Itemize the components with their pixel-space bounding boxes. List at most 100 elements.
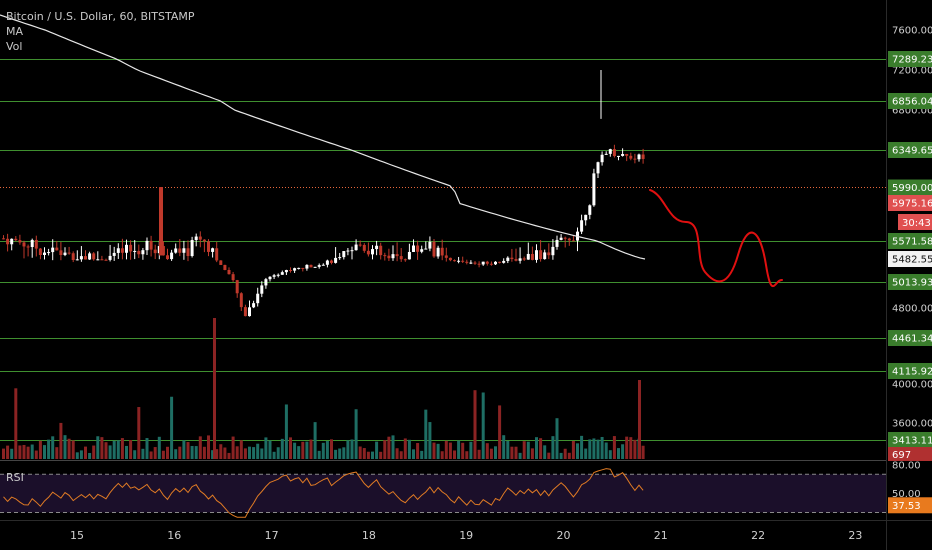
level-badge <box>888 330 932 346</box>
candle-body <box>293 268 297 271</box>
candle-body <box>485 261 489 264</box>
volume-bar <box>243 448 247 459</box>
volume-bar <box>518 452 522 459</box>
candle-body <box>22 242 26 247</box>
candle-body <box>149 240 153 250</box>
volume-bar <box>194 446 198 459</box>
volume-bar <box>399 451 403 459</box>
candle-body <box>301 267 305 269</box>
price-line-badge-label: 5990.00 <box>892 183 932 194</box>
volume-bar <box>252 447 256 459</box>
volume-bar <box>202 446 206 459</box>
volume-bar <box>489 448 493 459</box>
candle-body <box>30 239 34 248</box>
candle-body <box>621 154 625 156</box>
candle-body <box>641 154 645 159</box>
volume-bar <box>502 435 506 459</box>
volume-bar <box>494 446 497 459</box>
volume-bar <box>276 447 280 459</box>
volume-badge <box>888 447 932 461</box>
volume-bar <box>51 436 55 459</box>
volume-bar <box>186 442 190 459</box>
candle-body <box>161 246 165 256</box>
candle-body <box>625 154 629 156</box>
volume-bar <box>522 441 526 459</box>
volume-bar <box>108 445 112 459</box>
volume-bar <box>481 392 485 459</box>
volume-bar <box>96 436 100 459</box>
volume-bar <box>350 439 354 459</box>
candle-body <box>522 258 526 260</box>
volume-bar <box>346 440 350 459</box>
level-badge-label: 5571.58 <box>892 237 932 248</box>
volume-bar <box>18 445 22 459</box>
projection-drawing <box>649 189 783 288</box>
candle-body <box>362 244 366 251</box>
candle-body <box>166 255 169 260</box>
volume-bar <box>47 439 51 459</box>
candle-body <box>461 260 465 262</box>
candle-body <box>416 245 420 252</box>
candle-body <box>412 245 415 252</box>
volume-bar <box>325 441 329 459</box>
candle-body <box>280 272 284 275</box>
volume-bar <box>555 418 559 459</box>
volume-bar <box>59 422 63 459</box>
candle-body <box>518 258 522 261</box>
volume-bar <box>2 448 5 459</box>
symbol-title[interactable]: Bitcoin / U.S. Dollar, 60, BITSTAMP <box>6 10 195 23</box>
volume-indicator-label[interactable]: Vol <box>6 40 23 53</box>
volume-bar <box>170 396 174 459</box>
candle-body <box>440 247 444 256</box>
volume-bar <box>43 445 46 459</box>
volume-bar <box>289 437 292 459</box>
candle-body <box>448 257 452 261</box>
volume-bar <box>362 448 366 459</box>
volume-bar <box>153 447 157 459</box>
candle-body <box>231 274 235 281</box>
candle-body <box>145 240 149 251</box>
candle-body <box>260 285 264 294</box>
rsi-value-badge <box>888 497 932 514</box>
rsi-indicator-label[interactable]: RSI <box>6 471 24 484</box>
volume-bar <box>436 443 440 459</box>
time-tick-label: 22 <box>751 529 765 542</box>
volume-bar <box>612 436 616 459</box>
volume-bar <box>297 446 301 459</box>
volume-bar <box>10 448 14 459</box>
candle-body <box>555 239 559 247</box>
candle-body <box>159 187 163 256</box>
volume-bar <box>567 452 571 459</box>
volume-bar <box>412 449 415 459</box>
volume-bar <box>14 388 18 459</box>
volume-bar <box>428 422 432 459</box>
candle-body <box>502 260 506 263</box>
candle-body <box>26 246 30 248</box>
volume-bar <box>84 446 87 459</box>
candle-body <box>108 255 112 260</box>
volume-bar <box>63 435 67 459</box>
candle-body <box>223 264 227 270</box>
volume-bar <box>264 437 268 459</box>
volume-bar <box>219 444 223 459</box>
volume-bar <box>547 452 551 459</box>
candle-body <box>10 238 14 245</box>
volume-bar <box>383 440 387 459</box>
candle-body <box>571 240 575 242</box>
volume-bar <box>366 451 370 459</box>
volume-bar <box>543 445 547 459</box>
volume-bar <box>149 451 153 459</box>
volume-bar <box>530 448 534 459</box>
candle-body <box>88 253 92 260</box>
volume-bar <box>317 450 321 459</box>
price-tick-label: 6800.00 <box>892 106 932 117</box>
candle-body <box>547 252 551 256</box>
level-badge-label: 7289.23 <box>892 55 932 66</box>
candle-body <box>116 248 120 253</box>
candle-body <box>600 154 604 163</box>
volume-bar <box>284 404 288 459</box>
ma-indicator-label[interactable]: MA <box>6 25 24 38</box>
volume-bar <box>157 436 161 459</box>
volume-bar <box>539 438 543 459</box>
